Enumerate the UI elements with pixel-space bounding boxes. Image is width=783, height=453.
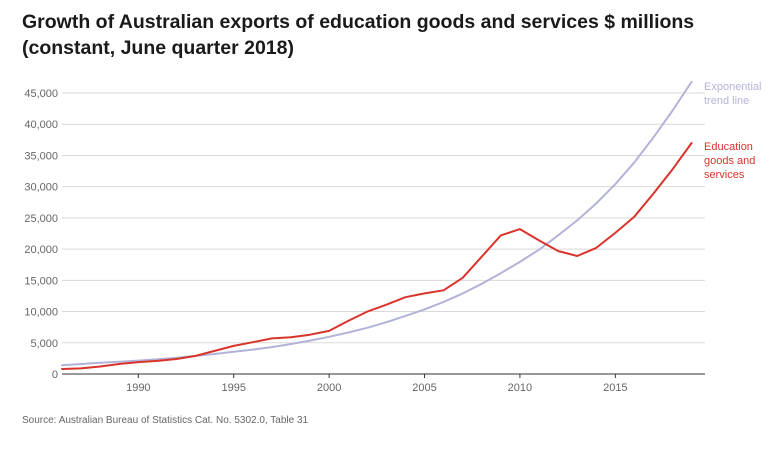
y-tick-label: 35,000	[24, 150, 58, 162]
trend-line-series	[61, 80, 693, 367]
x-tick-label: 2005	[412, 382, 436, 394]
y-tick-label: 20,000	[24, 244, 58, 256]
chart-title-line-1: Growth of Australian exports of educatio…	[22, 11, 695, 33]
x-tick-label: 2010	[508, 382, 532, 394]
chart-title-line-2: (constant, June quarter 2018)	[22, 37, 294, 59]
x-tick-label: 2015	[603, 382, 627, 394]
y-tick-label: 40,000	[24, 119, 58, 131]
chart-title: Growth of Australian exports of educatio…	[22, 9, 772, 61]
series-label-line: services	[704, 169, 745, 181]
y-tick-label: 15,000	[24, 275, 58, 287]
x-tick-label: 1990	[126, 382, 150, 394]
x-axis: 1990 1995 2000 2005 2010 2015	[62, 373, 705, 394]
y-tick-label: 45,000	[24, 88, 58, 100]
y-axis-ticks: 0 5,000 10,000 15,000 20,000 25,000 30,000 35,0…	[24, 88, 58, 381]
education-series-label: Education goods and services	[704, 141, 755, 181]
y-tick-label: 0	[52, 369, 58, 381]
education-series-line	[61, 142, 693, 370]
y-tick-label: 10,000	[24, 307, 58, 319]
x-tick-label: 2000	[317, 382, 341, 394]
series-label-line: trend line	[704, 95, 749, 107]
series-label-line: Education	[704, 141, 753, 153]
y-tick-label: 30,000	[24, 182, 58, 194]
y-tick-label: 5,000	[30, 338, 58, 350]
gridlines	[62, 92, 705, 344]
series-lines	[61, 80, 693, 370]
trend-line-label: Exponential trend line	[704, 81, 762, 107]
series-label-line: goods and	[704, 155, 755, 167]
source-note: Source: Australian Bureau of Statistics …	[22, 415, 309, 426]
x-tick-label: 1995	[221, 382, 245, 394]
series-label-line: Exponential	[704, 81, 762, 93]
y-tick-label: 25,000	[24, 213, 58, 225]
series-labels: Exponential trend line Education goods and s…	[704, 81, 762, 181]
